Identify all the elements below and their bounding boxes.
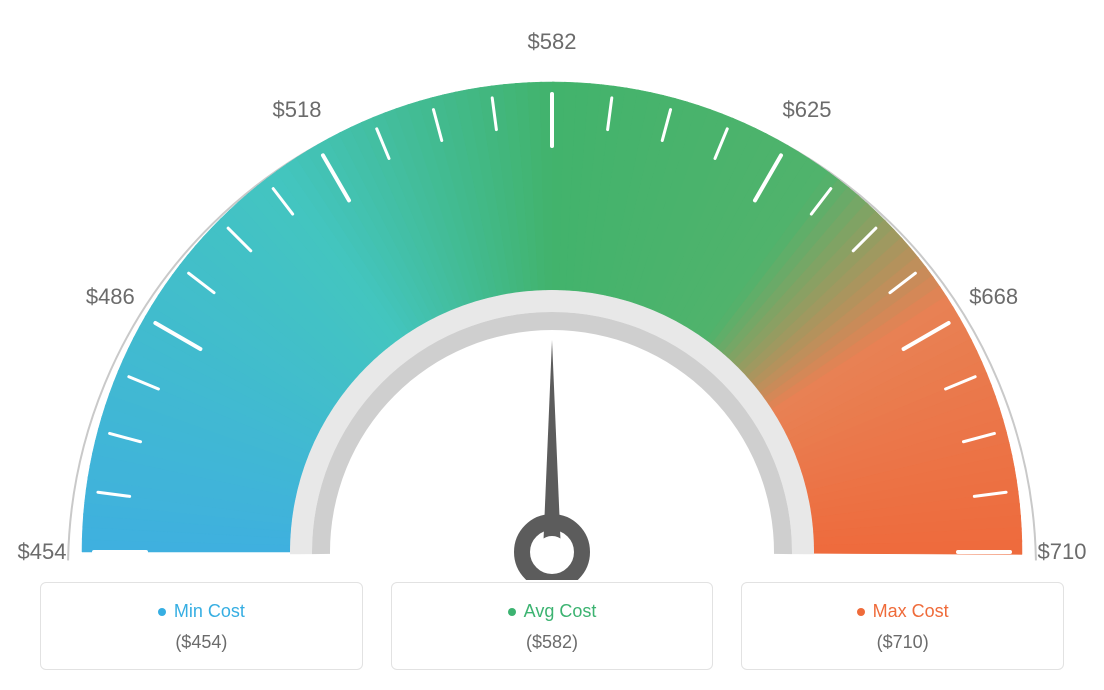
gauge-tick-label: $518 [273,97,322,123]
gauge-chart: $454$486$518$582$625$668$710 [22,20,1082,580]
gauge-tick-label: $582 [528,29,577,55]
legend-dot-min [158,608,166,616]
gauge-tick-label: $668 [969,284,1018,310]
legend-value-max: ($710) [752,632,1053,653]
legend-card-max: Max Cost ($710) [741,582,1064,670]
legend-card-min: Min Cost ($454) [40,582,363,670]
legend-dot-avg [508,608,516,616]
legend-title-avg: Avg Cost [508,601,597,622]
legend-dot-max [857,608,865,616]
gauge-tick-label: $486 [86,284,135,310]
legend-value-avg: ($582) [402,632,703,653]
legend-title-min: Min Cost [158,601,245,622]
gauge-tick-label: $625 [783,97,832,123]
legend-title-max: Max Cost [857,601,949,622]
legend-label-max: Max Cost [873,601,949,622]
gauge-tick-label: $454 [18,539,67,565]
legend-value-min: ($454) [51,632,352,653]
legend-label-min: Min Cost [174,601,245,622]
legend-label-avg: Avg Cost [524,601,597,622]
gauge-tick-label: $710 [1038,539,1087,565]
legend-row: Min Cost ($454) Avg Cost ($582) Max Cost… [40,582,1064,670]
legend-card-avg: Avg Cost ($582) [391,582,714,670]
gauge-svg [22,20,1082,580]
